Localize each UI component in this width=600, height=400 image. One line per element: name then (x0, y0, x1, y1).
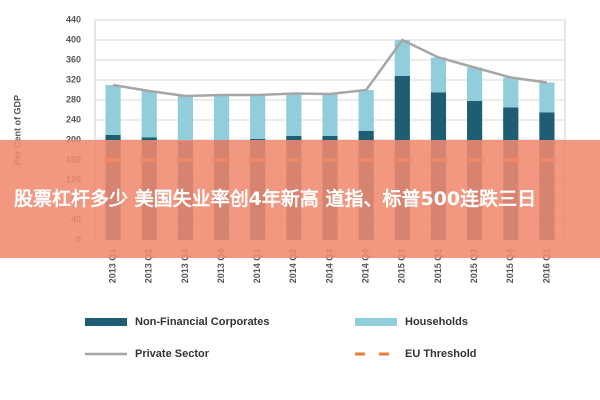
x-tick-label: 2013 Q1 (107, 249, 117, 284)
y-tick-label: 360 (66, 54, 81, 64)
x-tick-label: 2014 Q1 (252, 249, 262, 284)
bar-segment (177, 96, 193, 141)
x-tick-label: 2015 Q1 (397, 249, 407, 284)
bar-segment (286, 93, 302, 136)
legend-label: Private Sector (135, 348, 210, 360)
y-tick-label: 280 (66, 94, 81, 104)
y-tick-label: 400 (66, 34, 81, 44)
banner-text[interactable]: 股票杠杆多少 美国失业率创4年新高 道指、标普500连跌三日 (14, 188, 537, 210)
x-tick-label: 2014 Q4 (361, 249, 371, 284)
x-tick-label: 2014 Q3 (324, 249, 334, 284)
y-tick-label: 200 (66, 134, 81, 144)
bar-segment (250, 95, 266, 139)
legend-label: Households (405, 316, 468, 328)
bar-segment (213, 95, 230, 140)
x-tick-label: 2013 Q3 (180, 249, 190, 284)
legend-label: EU Threshold (405, 348, 477, 360)
bar-segment (141, 91, 157, 138)
bar-segment (430, 57, 447, 93)
legend-swatch (355, 318, 397, 326)
bar-segment (322, 94, 338, 136)
y-tick-label: 320 (66, 74, 81, 84)
y-tick-label: 440 (66, 14, 81, 24)
bar-segment (539, 82, 555, 113)
y-tick-label: 240 (66, 114, 81, 124)
x-tick-label: 2013 Q4 (216, 249, 226, 284)
x-tick-label: 2014 Q2 (288, 249, 298, 284)
x-tick-label: 2015 Q2 (433, 249, 443, 284)
legend-swatch (85, 318, 127, 326)
x-tick-label: 2016 Q1 (541, 249, 551, 284)
bar-segment (105, 85, 121, 135)
x-tick-label: 2013 Q2 (144, 249, 154, 284)
bar-segment (358, 90, 374, 131)
legend-label: Non-Financial Corporates (135, 316, 269, 328)
x-tick-label: 2015 Q3 (469, 249, 479, 284)
bar-segment (394, 40, 410, 76)
x-tick-label: 2015 Q4 (505, 249, 515, 284)
private-sector-line (112, 38, 548, 98)
bar-segment (503, 77, 519, 108)
y-axis-label: Per Cent of GDP (12, 95, 22, 165)
news-banner[interactable]: 股票杠杆多少 美国失业率创4年新高 道指、标普500连跌三日 (0, 140, 600, 258)
bar-segment (467, 67, 483, 101)
